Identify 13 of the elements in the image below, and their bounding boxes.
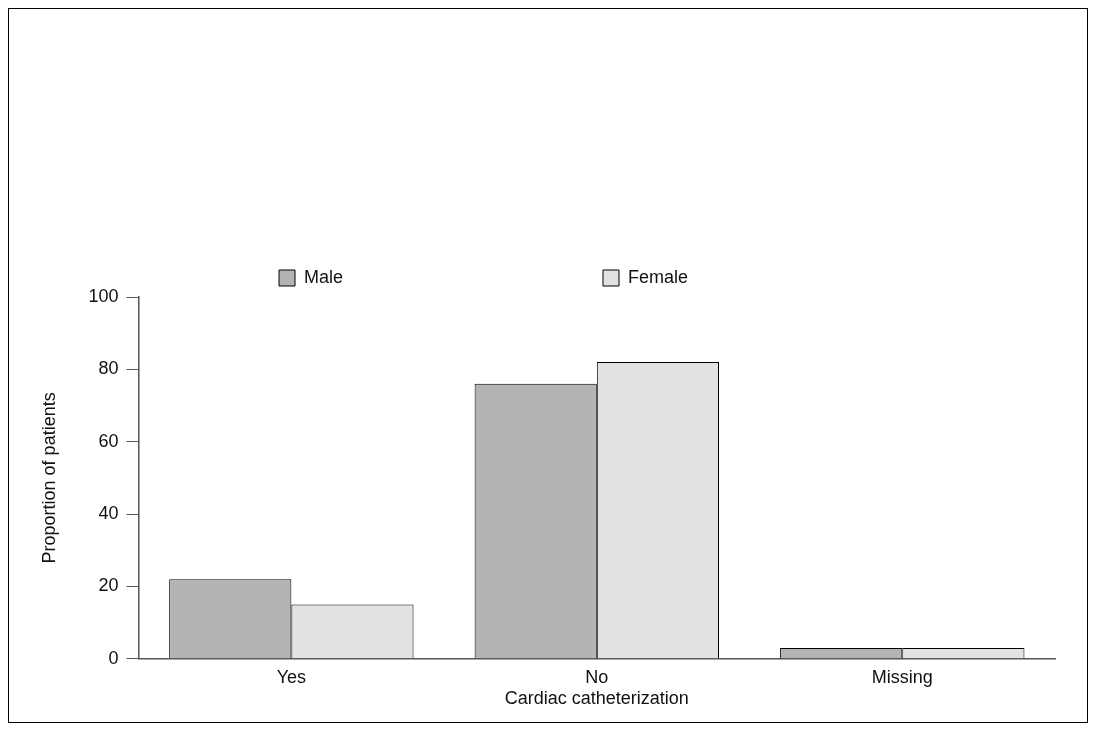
x-axis-title: Cardiac catheterization xyxy=(504,688,689,709)
x-tick-label: Missing xyxy=(871,666,933,687)
y-tick-label: 60 xyxy=(98,430,119,451)
y-tick-label: 40 xyxy=(98,503,119,524)
y-tick-label: 20 xyxy=(98,575,119,596)
y-tick-label: 80 xyxy=(98,358,119,379)
y-axis-title: Proportion of patients xyxy=(38,392,59,564)
x-tick-label: No xyxy=(585,666,609,687)
legend-label: Female xyxy=(628,266,689,287)
x-tick-label: Yes xyxy=(276,666,307,687)
y-tick-label: 0 xyxy=(108,647,119,668)
y-tick-label: 100 xyxy=(88,285,119,306)
legend-label: Male xyxy=(304,266,344,287)
